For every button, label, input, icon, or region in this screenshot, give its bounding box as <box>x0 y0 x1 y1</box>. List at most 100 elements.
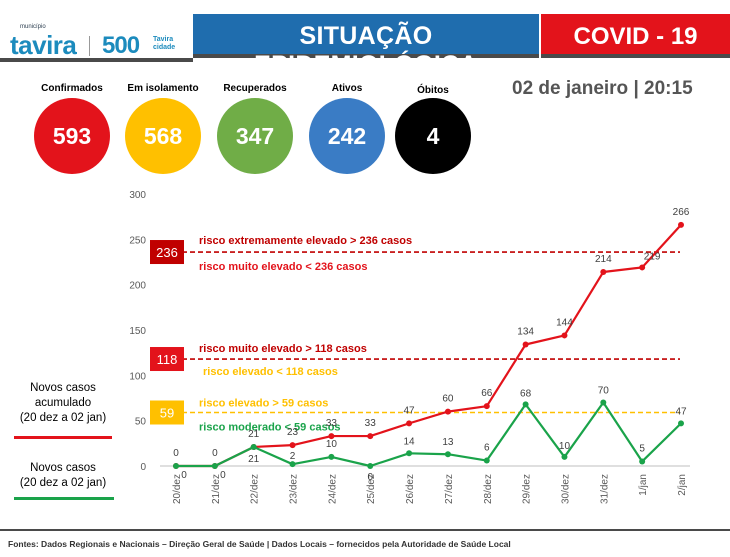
data-label-accumulated: 219 <box>644 251 661 262</box>
data-label-new: 2 <box>290 451 296 462</box>
legend-new-line2: (20 dez a 02 jan) <box>19 477 107 489</box>
series-point <box>522 341 529 348</box>
data-label-new: 0 <box>220 470 226 481</box>
series-point <box>367 433 374 440</box>
threshold-text-below: risco moderado < 59 casos <box>199 422 341 434</box>
data-label-new: 47 <box>675 406 687 417</box>
x-tick-label: 26/dez <box>405 474 416 504</box>
series-point <box>328 433 335 440</box>
data-label-new: 10 <box>559 441 571 452</box>
series-point <box>444 408 451 415</box>
series-point <box>483 457 490 464</box>
series-point <box>522 401 529 408</box>
x-tick-label: 30/dez <box>560 474 571 504</box>
series-point <box>561 332 568 339</box>
x-tick-label: 24/dez <box>327 474 338 504</box>
threshold-value-label: 236 <box>156 245 178 260</box>
data-label-accumulated: 0 <box>212 448 218 459</box>
x-tick-label: 25/dez <box>366 474 377 504</box>
data-label-new: 10 <box>326 439 338 450</box>
x-tick-label: 27/dez <box>444 474 455 504</box>
series-line <box>176 401 682 468</box>
series-point <box>600 399 607 406</box>
logo-500-text: 500 <box>102 32 140 59</box>
data-label-new: 68 <box>520 388 532 399</box>
x-tick-label: 31/dez <box>599 474 610 504</box>
series-point <box>406 450 413 457</box>
stat-circle-ativos: 242 <box>309 98 385 174</box>
update-date: 02 de janeiro | 20:15 <box>512 78 693 99</box>
series-point <box>173 463 179 469</box>
y-tick-label: 200 <box>129 281 146 292</box>
series-point <box>639 264 646 271</box>
stat-circle-isolamento: 568 <box>125 98 201 174</box>
stat-label-obitos: Óbitos <box>417 85 449 96</box>
series-point <box>678 420 684 427</box>
series-point <box>289 461 296 468</box>
data-label-accumulated: 47 <box>404 405 416 416</box>
threshold-text-above: risco extremamente elevado > 236 casos <box>199 235 412 247</box>
y-tick-label: 300 <box>129 190 146 201</box>
legend-new-line1: Novos casos <box>30 462 96 474</box>
series-point <box>639 458 646 465</box>
threshold-text-above: risco elevado > 59 casos <box>199 398 328 410</box>
title-bar: SITUAÇÃO EPIDEMIOLÓGICA <box>193 14 539 79</box>
x-tick-label: 22/dez <box>250 474 261 504</box>
x-tick-label: 23/dez <box>289 474 300 504</box>
series-point <box>483 403 490 410</box>
series-point <box>367 463 374 469</box>
series-point <box>678 221 684 228</box>
data-label-new: 70 <box>598 386 610 397</box>
legend-new-swatch <box>14 497 114 500</box>
legend-accumulated-line3: (20 dez a 02 jan) <box>19 412 107 424</box>
stat-circle-recuperados: 347 <box>217 98 293 174</box>
data-label-accumulated: 0 <box>173 448 179 459</box>
threshold-text-below: risco muito elevado < 236 casos <box>199 261 367 273</box>
stat-circle-obitos: 4 <box>395 98 471 174</box>
series-point <box>444 451 451 458</box>
legend-new-label: Novos casos (20 dez a 02 jan) <box>8 461 118 491</box>
data-label-accumulated: 33 <box>365 418 377 429</box>
stat-label-isolamento: Em isolamento <box>127 83 199 94</box>
data-label-new: 14 <box>404 436 416 447</box>
data-label-accumulated: 33 <box>326 418 338 429</box>
series-point <box>600 268 607 275</box>
y-tick-label: 0 <box>140 462 146 473</box>
x-tick-label: 21/dez <box>211 474 222 504</box>
legend-accumulated-line2: acumulado <box>34 397 92 409</box>
logo-separator <box>89 36 90 56</box>
logo-tavira-text: tavira <box>10 30 77 60</box>
data-label-new: 0 <box>181 470 187 481</box>
logo-tavira-cidade-line1: Tavira <box>153 36 174 43</box>
data-label-accumulated: 21 <box>248 429 260 440</box>
data-label-accumulated: 60 <box>442 394 454 405</box>
data-label-accumulated: 144 <box>556 317 573 328</box>
covid-bar: COVID - 19 <box>541 14 730 58</box>
legend-accumulated-line1: Novos casos <box>30 382 96 394</box>
y-tick-label: 100 <box>129 371 146 382</box>
x-tick-label: 29/dez <box>522 474 533 504</box>
data-label-new: 6 <box>484 443 490 454</box>
legend-accumulated-label: Novos casos acumulado (20 dez a 02 jan) <box>8 381 118 426</box>
data-label-accumulated: 134 <box>517 327 534 338</box>
data-label-new: 21 <box>248 454 260 465</box>
threshold-box <box>150 347 184 372</box>
series-point <box>250 443 257 450</box>
data-label-accumulated: 66 <box>481 388 493 399</box>
series-line <box>176 224 682 468</box>
stat-label-confirmados: Confirmados <box>41 83 103 94</box>
y-tick-label: 50 <box>135 417 147 428</box>
threshold-value-label: 118 <box>157 352 178 367</box>
x-tick-label: 20/dez <box>172 474 183 504</box>
data-label-accumulated: 266 <box>673 207 690 218</box>
footer-divider <box>0 529 730 531</box>
stat-label-ativos: Ativos <box>331 83 363 94</box>
logo-tavira-cidade-line2: cidade <box>153 44 176 51</box>
header: município tavira 500 Tavira cidade SITUA… <box>0 0 730 79</box>
covid-title: COVID - 19 <box>573 23 698 50</box>
logo-municipio-text: município <box>20 24 46 30</box>
y-tick-label: 250 <box>129 235 146 246</box>
threshold-box <box>150 240 184 265</box>
stat-circle-confirmados: 593 <box>34 98 110 174</box>
